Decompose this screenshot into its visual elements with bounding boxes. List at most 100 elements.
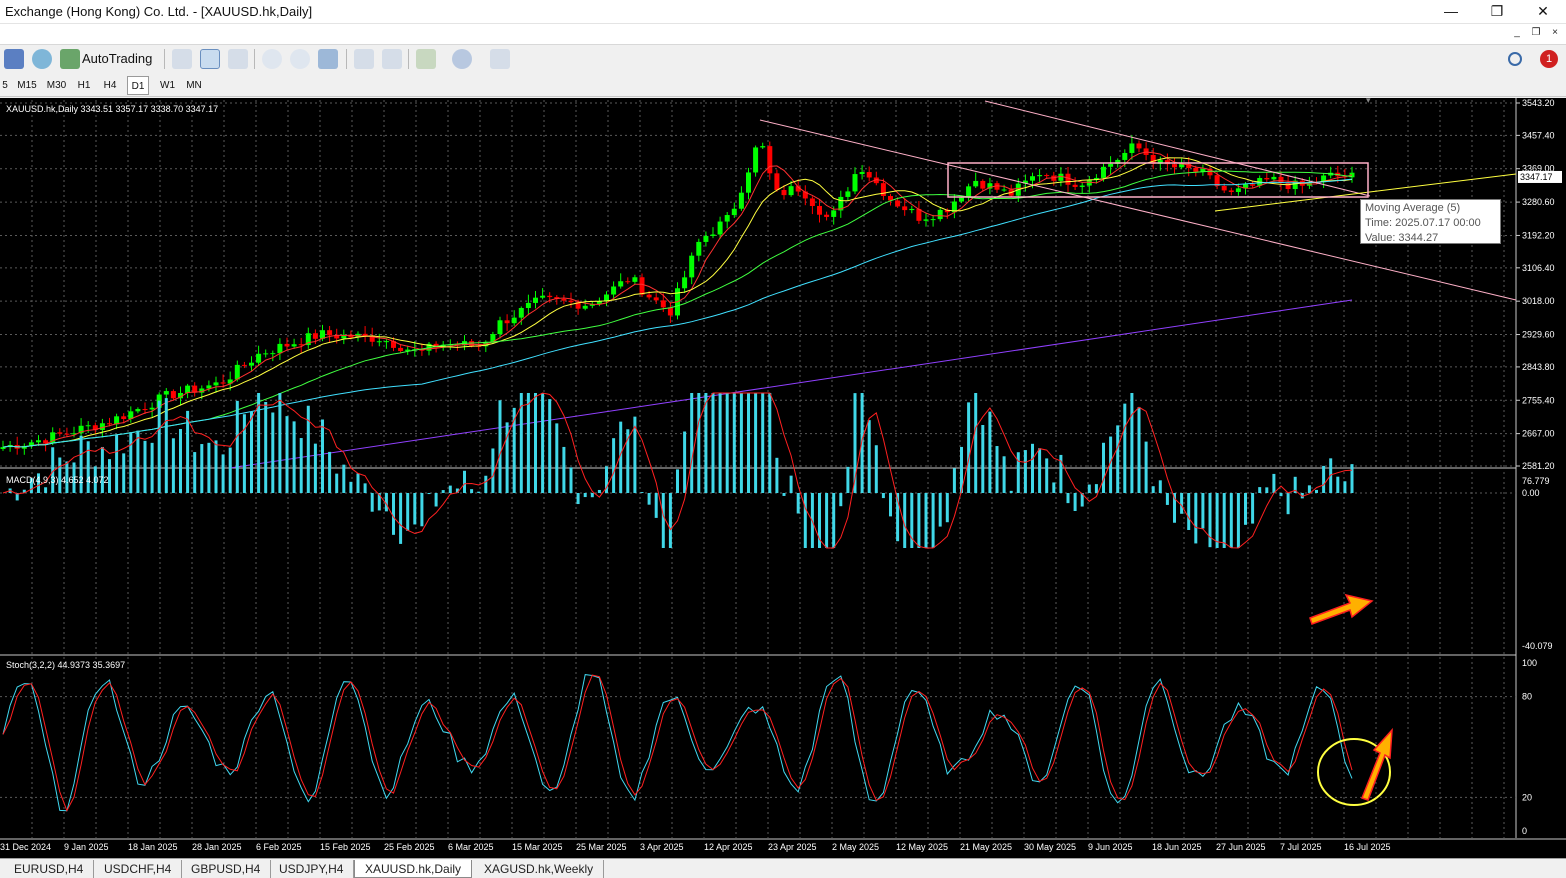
candle xyxy=(639,277,645,295)
current-price-tag xyxy=(1518,170,1562,183)
candle xyxy=(987,183,993,189)
chart-tab[interactable]: XAGUSD.hk,Weekly xyxy=(474,860,605,878)
periods-icon[interactable] xyxy=(452,49,472,69)
candle xyxy=(582,305,588,309)
candle xyxy=(1292,180,1298,190)
candle xyxy=(241,364,247,366)
chart-tab[interactable]: USDCHF,H4 xyxy=(94,860,183,878)
candle xyxy=(618,281,624,287)
timeframe-h4[interactable]: H4 xyxy=(103,80,117,91)
candle xyxy=(767,146,773,174)
candle xyxy=(689,255,695,278)
mdi-close-button[interactable]: × xyxy=(1552,27,1558,38)
candle xyxy=(888,196,893,201)
candle xyxy=(227,379,233,384)
line-chart-icon[interactable] xyxy=(228,49,248,69)
candle xyxy=(1285,183,1291,190)
candle xyxy=(525,302,531,308)
timeframe-d1[interactable]: D1 xyxy=(127,76,149,95)
candle xyxy=(788,186,794,196)
candle xyxy=(383,341,389,343)
stoch-axis-label: 20 xyxy=(1522,792,1532,802)
candle xyxy=(199,388,205,393)
timeframe-mn[interactable]: MN xyxy=(186,80,202,91)
timeframe-5[interactable]: 5 xyxy=(2,80,8,91)
candle xyxy=(1065,173,1071,185)
timeframe-h1[interactable]: H1 xyxy=(77,80,91,91)
stoch-axis-label: 100 xyxy=(1522,658,1537,668)
candlestick-chart-icon[interactable] xyxy=(200,49,220,69)
candle xyxy=(440,344,446,348)
candle xyxy=(710,234,716,236)
notification-badge[interactable]: 1 xyxy=(1540,50,1558,68)
maximize-button[interactable]: ❐ xyxy=(1490,3,1504,19)
timeframe-m15[interactable]: M15 xyxy=(17,80,37,91)
candle xyxy=(845,191,851,197)
candle xyxy=(85,425,91,427)
candle xyxy=(64,433,70,435)
minimize-button[interactable]: — xyxy=(1444,3,1458,19)
candle xyxy=(1172,164,1177,168)
candle xyxy=(1072,184,1078,187)
timeframe-m30[interactable]: M30 xyxy=(46,80,67,91)
chart-tab[interactable]: EURUSD,H4 xyxy=(4,860,95,878)
candle xyxy=(1214,175,1220,186)
price-axis-label: 2755.40 xyxy=(1522,395,1555,405)
candle xyxy=(916,208,922,221)
chart-shift-icon[interactable] xyxy=(354,49,374,69)
candle xyxy=(824,214,830,217)
tooltip-value: Value: 3344.27 xyxy=(1365,232,1439,244)
candle xyxy=(312,333,318,339)
mdi-restore-button[interactable]: ❐ xyxy=(1531,27,1541,38)
bar-chart-icon[interactable] xyxy=(172,49,192,69)
zoom-out-icon[interactable] xyxy=(290,49,310,69)
profile-icon[interactable] xyxy=(4,49,24,69)
macd-signal-line xyxy=(2,392,1353,549)
timeframe-w1[interactable]: W1 xyxy=(160,80,175,91)
candle xyxy=(795,186,801,192)
auto-scroll-icon[interactable] xyxy=(382,49,402,69)
candle xyxy=(959,197,964,202)
chart-tab[interactable]: GBPUSD,H4 xyxy=(181,860,272,878)
autotrading-button[interactable]: AutoTrading xyxy=(82,51,153,66)
search-icon[interactable] xyxy=(1508,52,1522,66)
close-button[interactable]: ✕ xyxy=(1537,3,1549,19)
templates-icon[interactable] xyxy=(490,49,510,69)
candle xyxy=(170,391,176,399)
chart-area[interactable]: 3543.20 3457.40 3369.00 3280.60 3192.20 3106.… xyxy=(0,98,1566,858)
candle xyxy=(1243,184,1248,189)
candle xyxy=(497,320,503,335)
indicators-icon[interactable] xyxy=(416,49,436,69)
candle xyxy=(99,423,105,430)
chart-tab[interactable]: USDJPY,H4 xyxy=(269,860,355,878)
x-axis-label: 28 Jan 2025 xyxy=(192,842,242,852)
chart-header: XAUUSD.hk,Daily 3343.51 3357.17 3338.70 … xyxy=(6,104,219,114)
signal-icon[interactable] xyxy=(32,49,52,69)
candle xyxy=(220,382,226,384)
candle xyxy=(1278,176,1284,184)
candle xyxy=(838,196,844,211)
mdi-minimize-button[interactable]: _ xyxy=(1514,27,1520,38)
candle xyxy=(632,277,638,282)
x-axis-label: 6 Mar 2025 xyxy=(448,842,494,852)
chart-tab[interactable]: XAUUSD.hk,Daily xyxy=(354,860,473,878)
candle xyxy=(490,334,496,342)
candle xyxy=(1186,164,1192,168)
candle xyxy=(511,317,517,324)
candle xyxy=(852,174,858,192)
candle xyxy=(0,447,6,450)
candle xyxy=(1221,185,1227,191)
candle xyxy=(1001,189,1007,191)
candle xyxy=(36,440,41,443)
price-axis-label: 2581.20 xyxy=(1522,461,1555,471)
autotrading-icon[interactable] xyxy=(60,49,80,69)
tile-windows-icon[interactable] xyxy=(318,49,338,69)
candle xyxy=(1193,167,1199,172)
candle xyxy=(135,409,141,412)
candle xyxy=(1200,169,1206,172)
zoom-in-icon[interactable] xyxy=(262,49,282,69)
mdi-controls-row: _ ❐ × xyxy=(0,24,1566,44)
x-axis-label: 12 Apr 2025 xyxy=(704,842,753,852)
x-axis-label: 27 Jun 2025 xyxy=(1216,842,1266,852)
candle xyxy=(1179,164,1185,168)
